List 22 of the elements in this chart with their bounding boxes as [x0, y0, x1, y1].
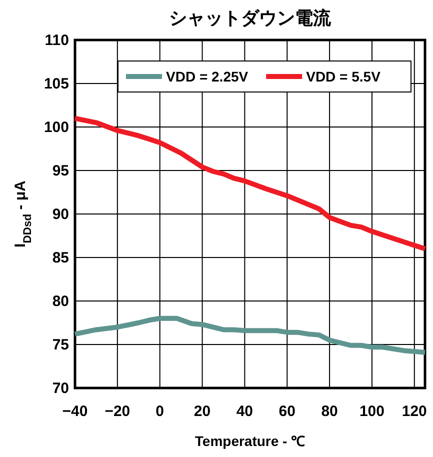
x-tick-label: 0	[156, 403, 164, 420]
x-tick-label: 100	[359, 403, 384, 420]
y-tick-label: 90	[52, 206, 69, 223]
x-tick-label: −40	[62, 403, 88, 420]
y-tick-label: 110	[44, 32, 69, 49]
y-tick-label: 80	[52, 293, 69, 310]
x-tick-label: 120	[402, 403, 427, 420]
x-tick-label: −20	[104, 403, 130, 420]
x-tick-label: 40	[236, 403, 254, 420]
y-tick-label: 75	[52, 336, 69, 354]
legend-label: VDD = 5.5V	[306, 68, 382, 84]
chart-title: シャットダウン電流	[169, 8, 332, 28]
x-tick-label: 80	[321, 403, 338, 420]
y-tick-label: 105	[44, 76, 69, 92]
x-tick-label: 20	[194, 403, 211, 420]
y-tick-label: 70	[52, 380, 69, 397]
legend-label: VDD = 2.25V	[166, 68, 249, 84]
y-tick-label: 95	[52, 162, 69, 180]
x-tick-label: 60	[278, 403, 296, 420]
x-axis-title: Temperature - ℃	[194, 433, 306, 449]
y-tick-label: 100	[44, 119, 69, 136]
y-tick-label: 85	[52, 250, 69, 266]
